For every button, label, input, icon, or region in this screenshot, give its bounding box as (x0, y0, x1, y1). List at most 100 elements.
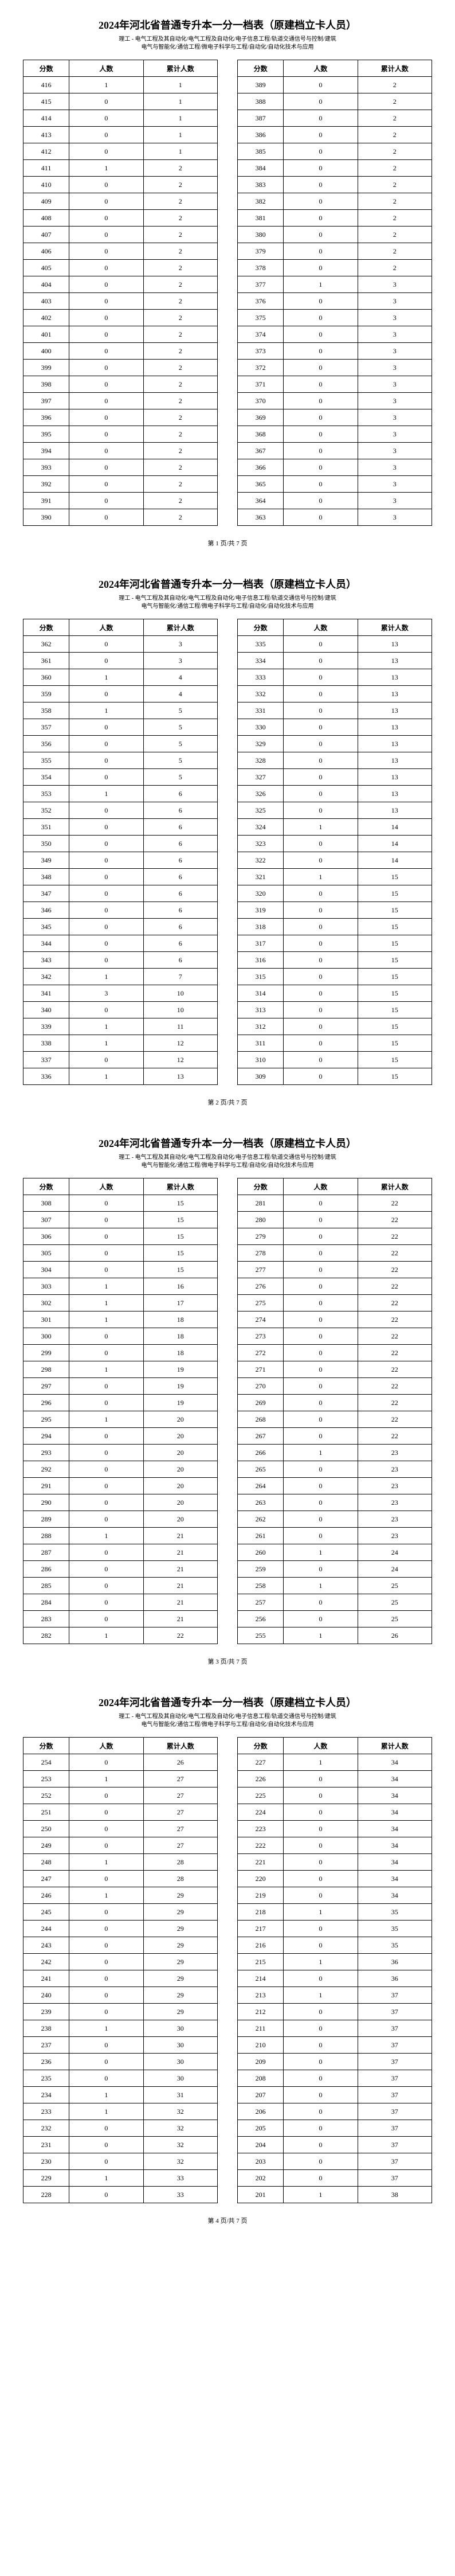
cell-cum: 6 (143, 852, 217, 869)
cell-score: 394 (23, 443, 69, 459)
cell-cum: 34 (358, 1837, 432, 1854)
cell-cum: 5 (143, 736, 217, 752)
cell-score: 348 (23, 869, 69, 885)
cell-count: 0 (69, 852, 143, 869)
table-row: 252027 (23, 1787, 218, 1804)
cell-score: 375 (238, 310, 284, 326)
cell-score: 416 (23, 77, 69, 93)
cell-cum: 2 (143, 493, 217, 509)
cell-cum: 23 (358, 1528, 432, 1544)
table-row: 333013 (238, 669, 432, 686)
cell-count: 0 (284, 919, 358, 935)
table-row: 202037 (238, 2170, 432, 2187)
cell-cum: 3 (358, 509, 432, 526)
cell-cum: 15 (358, 985, 432, 1002)
cell-count: 0 (284, 1887, 358, 1904)
cell-cum: 20 (143, 1494, 217, 1511)
cell-cum: 25 (358, 1611, 432, 1627)
cell-count: 0 (284, 686, 358, 702)
cell-cum: 15 (143, 1262, 217, 1278)
cell-score: 279 (238, 1228, 284, 1245)
cell-cum: 29 (143, 2004, 217, 2020)
cell-cum: 24 (358, 1544, 432, 1561)
cell-score: 210 (238, 2037, 284, 2054)
cell-score: 315 (238, 969, 284, 985)
table-row: 328013 (238, 752, 432, 769)
table-row: 222034 (238, 1837, 432, 1854)
cell-score: 364 (238, 493, 284, 509)
cell-cum: 3 (143, 636, 217, 653)
table-row: 34806 (23, 869, 218, 885)
cell-count: 0 (284, 243, 358, 260)
cell-score: 344 (23, 935, 69, 952)
cell-count: 0 (69, 769, 143, 786)
cell-score: 274 (238, 1312, 284, 1328)
cell-count: 0 (284, 653, 358, 669)
cell-score: 268 (238, 1411, 284, 1428)
score-table: 分数人数累计人数38902388023870238602385023840238… (237, 60, 432, 526)
cell-score: 239 (23, 2004, 69, 2020)
cell-count: 0 (69, 885, 143, 902)
cell-count: 0 (69, 409, 143, 426)
cell-score: 353 (23, 786, 69, 802)
table-row: 310015 (238, 1052, 432, 1068)
cell-cum: 11 (143, 1018, 217, 1035)
table-row: 35316 (23, 786, 218, 802)
cell-cum: 15 (358, 885, 432, 902)
cell-score: 332 (238, 686, 284, 702)
cell-cum: 2 (358, 93, 432, 110)
cell-count: 1 (284, 1445, 358, 1461)
cell-score: 329 (238, 736, 284, 752)
subtitle-line1: 理工 - 电气工程及其自动化/电气工程及自动化/电子信息工程/轨道交通信号与控制… (23, 595, 432, 603)
table-row: 302117 (23, 1295, 218, 1312)
cell-count: 0 (69, 1787, 143, 1804)
table-row: 332013 (238, 686, 432, 702)
cell-score: 276 (238, 1278, 284, 1295)
cell-count: 0 (284, 143, 358, 160)
cell-score: 238 (23, 2020, 69, 2037)
cell-score: 303 (23, 1278, 69, 1295)
col-header-count: 人数 (69, 1178, 143, 1195)
cell-score: 354 (23, 769, 69, 786)
cell-count: 0 (69, 819, 143, 836)
cell-score: 350 (23, 836, 69, 852)
cell-score: 304 (23, 1262, 69, 1278)
cell-cum: 2 (143, 177, 217, 193)
cell-score: 231 (23, 2137, 69, 2153)
table-row: 216035 (238, 1937, 432, 1954)
cell-cum: 18 (143, 1345, 217, 1361)
cell-cum: 36 (358, 1970, 432, 1987)
table-row: 246129 (23, 1887, 218, 1904)
cell-cum: 27 (143, 1771, 217, 1787)
table-row: 225034 (238, 1787, 432, 1804)
col-header-cum: 累计人数 (143, 1738, 217, 1754)
table-row: 265023 (238, 1461, 432, 1478)
cell-cum: 1 (143, 77, 217, 93)
cell-count: 0 (284, 127, 358, 143)
table-row: 312015 (238, 1018, 432, 1035)
cell-cum: 15 (358, 935, 432, 952)
cell-score: 261 (238, 1528, 284, 1544)
cell-count: 0 (69, 476, 143, 493)
cell-count: 0 (69, 1428, 143, 1445)
cell-count: 1 (284, 1627, 358, 1644)
cell-cum: 27 (143, 1821, 217, 1837)
table-row: 40002 (23, 343, 218, 360)
cell-count: 0 (69, 1228, 143, 1245)
cell-count: 0 (69, 2037, 143, 2054)
table-row: 339111 (23, 1018, 218, 1035)
cell-count: 1 (69, 1312, 143, 1328)
cell-count: 0 (284, 509, 358, 526)
cell-cum: 2 (143, 393, 217, 409)
cell-cum: 21 (143, 1611, 217, 1627)
cell-score: 376 (238, 293, 284, 310)
cell-score: 277 (238, 1262, 284, 1278)
cell-cum: 15 (358, 1018, 432, 1035)
cell-score: 288 (23, 1528, 69, 1544)
cell-cum: 22 (143, 1627, 217, 1644)
cell-cum: 35 (358, 1921, 432, 1937)
col-header-score: 分数 (238, 1738, 284, 1754)
cell-score: 382 (238, 193, 284, 210)
cell-count: 0 (284, 160, 358, 177)
cell-cum: 17 (143, 1295, 217, 1312)
